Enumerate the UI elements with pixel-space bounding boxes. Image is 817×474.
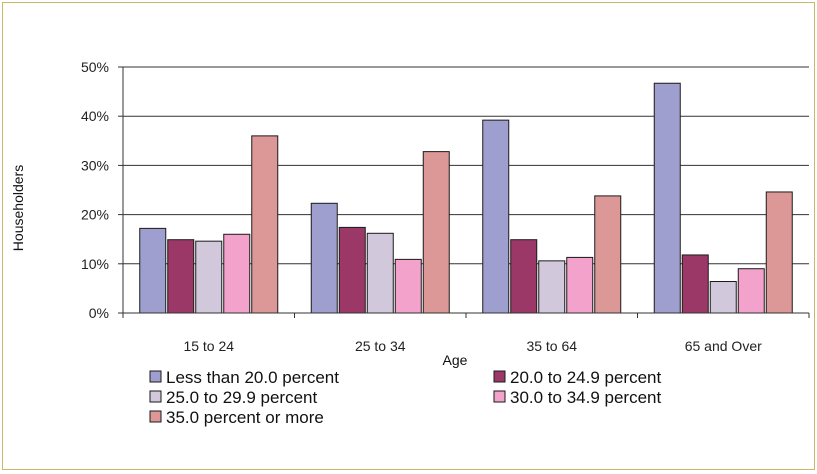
legend-swatch-4 <box>493 390 506 403</box>
bar-1-2 <box>310 202 338 314</box>
x-axis-ticks: 15 to 24 25 to 34 35 to 64 65 and Over <box>183 338 762 354</box>
y-tick-label: 30% <box>81 157 109 173</box>
x-tick-label: 25 to 34 <box>355 338 406 354</box>
bar-4-4 <box>737 268 765 314</box>
legend: Less than 20.0 percent 20.0 to 24.9 perce… <box>149 368 662 427</box>
x-tick-label: 35 to 64 <box>526 338 577 354</box>
bar-1-3 <box>482 119 510 314</box>
x-tick-label: 15 to 24 <box>183 338 234 354</box>
y-tick-label: 40% <box>81 108 109 124</box>
y-tick-label: 20% <box>81 207 109 223</box>
bar-3-3 <box>538 260 566 314</box>
bar-5-1 <box>251 135 279 314</box>
bar-5-2 <box>422 151 450 314</box>
legend-label-3: 25.0 to 29.9 percent <box>166 388 318 407</box>
y-axis-ticks: 0% 10% 20% 30% 40% 50% <box>81 59 109 321</box>
legend-label-1: Less than 20.0 percent <box>166 368 339 387</box>
legend-swatch-1 <box>149 370 162 383</box>
y-tick-label: 50% <box>81 59 109 75</box>
bar-2-2 <box>338 226 366 314</box>
legend-label-4: 30.0 to 34.9 percent <box>510 388 662 407</box>
bar-2-4 <box>681 254 709 314</box>
bar-1-4 <box>653 82 681 314</box>
bar-2-3 <box>510 239 538 314</box>
y-tick-label: 10% <box>81 256 109 272</box>
x-tick-label: 65 and Over <box>685 338 762 354</box>
bar-2-1 <box>167 239 195 314</box>
bar-4-3 <box>566 256 594 314</box>
y-tick-label: 0% <box>89 305 109 321</box>
bar-3-1 <box>195 240 223 314</box>
bar-3-2 <box>366 232 394 314</box>
bar-chart: 0% 10% 20% 30% 40% 50% 15 to 24 25 to 34 35 to … <box>10 59 810 427</box>
x-axis-title: Age <box>443 352 468 368</box>
bars <box>139 82 793 314</box>
y-axis-title: Householders <box>10 165 26 251</box>
bar-5-4 <box>765 191 793 314</box>
bar-4-2 <box>394 258 422 314</box>
legend-swatch-5 <box>149 410 162 423</box>
legend-label-2: 20.0 to 24.9 percent <box>510 368 662 387</box>
bar-5-3 <box>594 195 622 314</box>
legend-swatch-2 <box>493 370 506 383</box>
legend-label-5: 35.0 percent or more <box>166 408 324 427</box>
legend-swatch-3 <box>149 390 162 403</box>
bar-4-1 <box>223 233 251 314</box>
bar-1-1 <box>139 227 167 314</box>
axes <box>122 67 810 318</box>
bar-3-4 <box>709 281 737 314</box>
